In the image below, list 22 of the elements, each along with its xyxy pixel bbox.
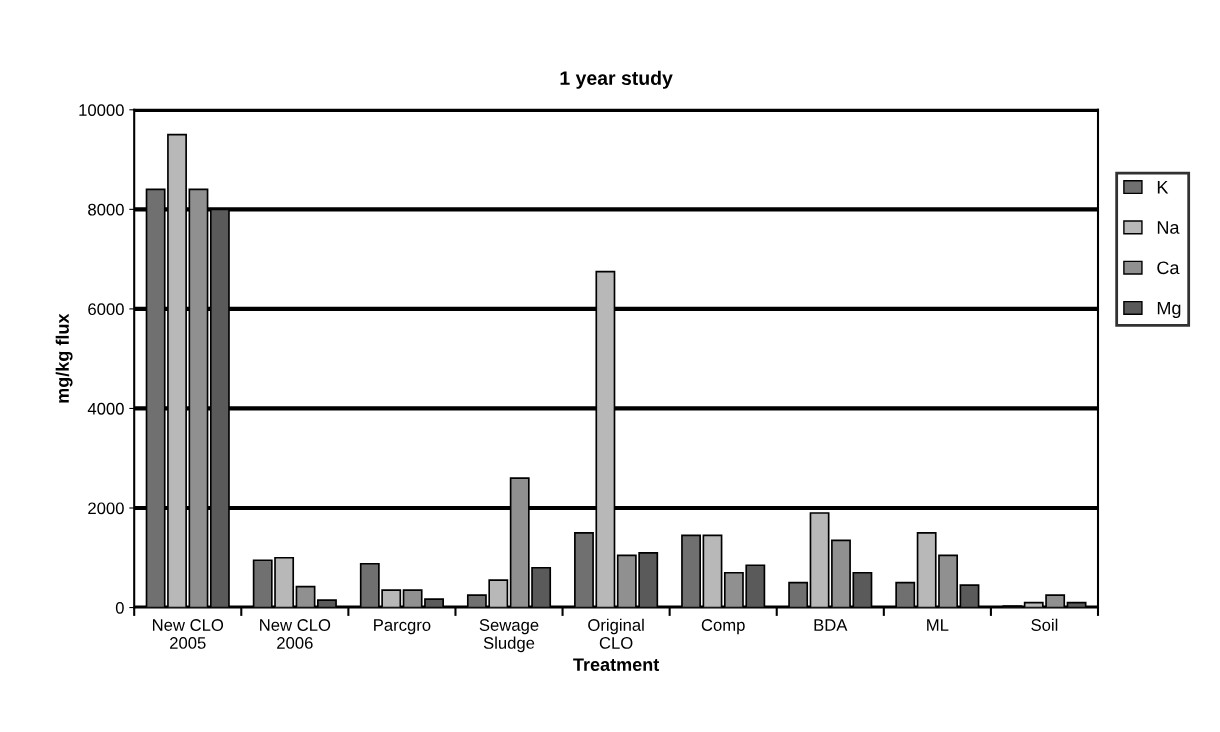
- x-tick-label: New CLO 2006: [260, 619, 331, 649]
- legend-label: Ca: [1157, 261, 1180, 275]
- chart-title: 1 year study: [560, 70, 673, 89]
- y-axis-title: mg/kg flux: [55, 313, 73, 403]
- x-tick-label: Sewage Sludge: [479, 619, 539, 653]
- x-tick-label: New CLO 2005: [152, 619, 224, 649]
- legend-label: K: [1157, 180, 1169, 194]
- x-tick-label: ML: [927, 619, 949, 631]
- x-tick-label: Original CLO: [588, 618, 644, 649]
- legend-label: Mg: [1157, 301, 1181, 319]
- y-tick-label: 0: [115, 601, 124, 614]
- y-tick-label: 2000: [88, 502, 124, 515]
- x-tick-label: Parcgro: [374, 619, 431, 635]
- x-axis-title: Treatment: [573, 658, 660, 671]
- y-tick-label: 10000: [79, 104, 124, 116]
- y-tick-label: 4000: [87, 402, 124, 415]
- y-tick-label: 8000: [88, 203, 124, 216]
- x-tick-label: BDA: [814, 619, 848, 631]
- y-tick-label: 6000: [88, 303, 124, 316]
- x-tick-label: Comp: [701, 619, 745, 635]
- legend-label: Na: [1157, 221, 1180, 234]
- x-tick-label: Soil: [1031, 618, 1058, 631]
